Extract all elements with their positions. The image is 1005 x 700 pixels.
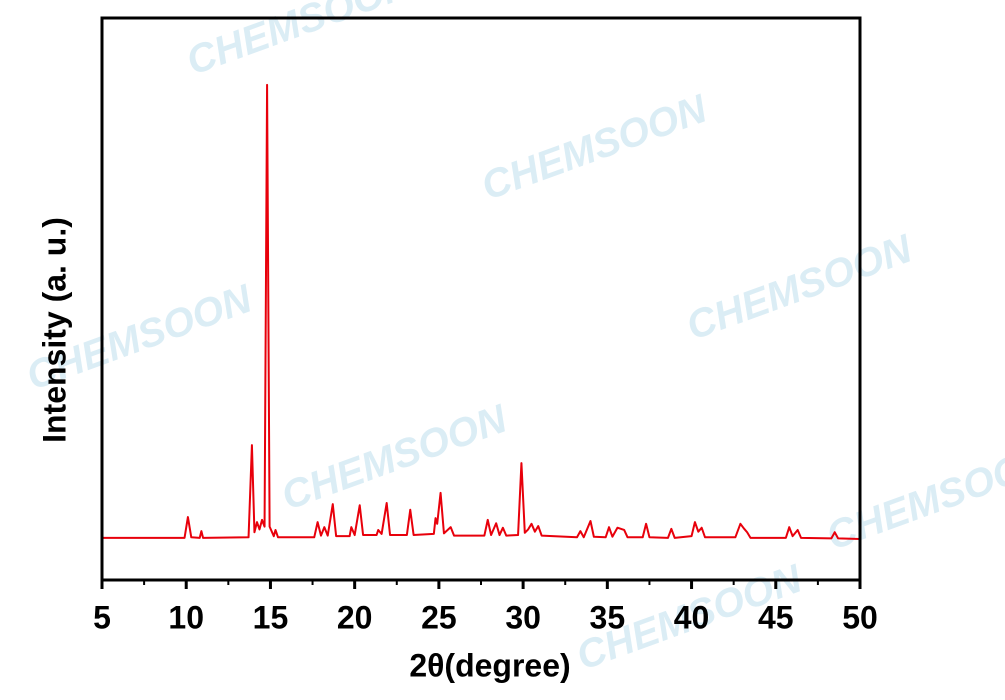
x-tick-label: 5 xyxy=(93,599,111,635)
x-tick-label: 10 xyxy=(168,599,204,635)
watermarks: CHEMSOON CHEMSOON CHEMSOON CHEMSOON CHEMSOON… xyxy=(21,0,1005,679)
watermark: CHEMSOON xyxy=(276,396,513,518)
watermark: CHEMSOON xyxy=(681,226,918,348)
x-tick-label: 30 xyxy=(505,599,541,635)
x-axis-label: 2θ(degree) xyxy=(409,647,570,683)
x-tick-label: 45 xyxy=(758,599,794,635)
watermark: CHEMSOON xyxy=(821,436,1005,558)
y-axis-label: Intensity (a. u.) xyxy=(36,217,72,443)
x-tick-label: 15 xyxy=(253,599,289,635)
watermark: CHEMSOON xyxy=(181,0,418,84)
x-tick-label: 20 xyxy=(337,599,373,635)
x-tick-label: 50 xyxy=(842,599,878,635)
x-tick-label: 25 xyxy=(421,599,457,635)
watermark: CHEMSOON xyxy=(476,86,713,208)
plot-frame xyxy=(100,16,862,582)
x-tick-label: 35 xyxy=(590,599,626,635)
xrd-line xyxy=(102,83,861,540)
x-tick-label: 40 xyxy=(674,599,710,635)
